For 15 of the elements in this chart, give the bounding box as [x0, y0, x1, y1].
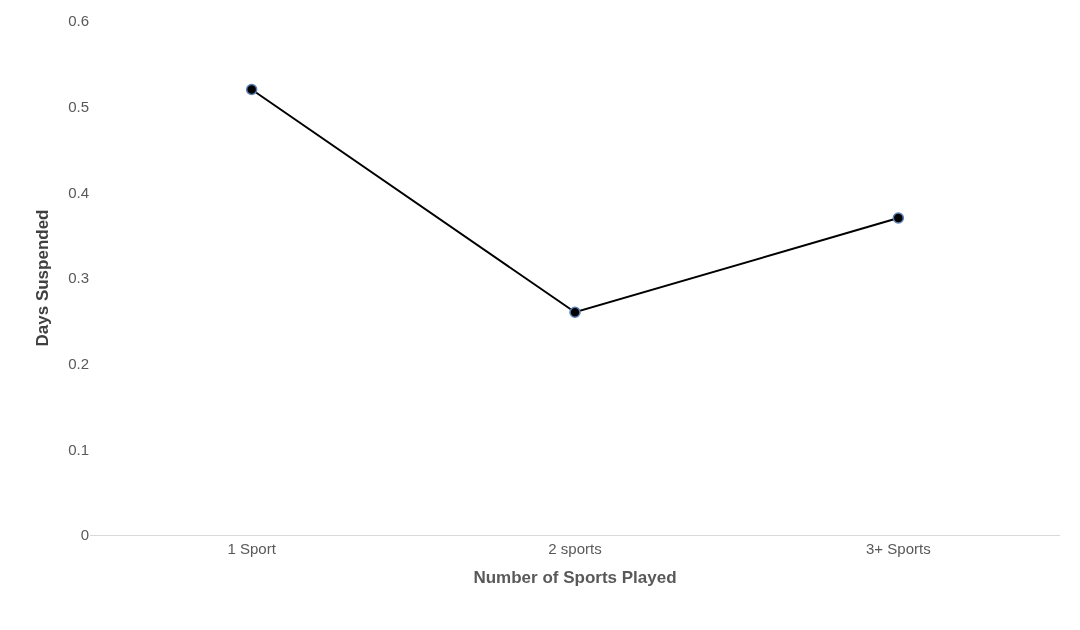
y-tick-label: 0 [80, 526, 89, 544]
x-axis-title: Number of Sports Played [473, 568, 677, 588]
point [892, 212, 905, 224]
point [245, 83, 258, 96]
y-tick-label: 0.1 [68, 440, 89, 458]
x-tick-label: 2 sports [548, 540, 602, 557]
y-tick-label: 0.2 [68, 354, 89, 372]
y-axis-title: Days Suspended [32, 209, 52, 347]
y-tick-label: 0.6 [68, 12, 89, 30]
y-tick-label: 0.4 [68, 183, 89, 201]
y-tick-label: 0.3 [68, 269, 89, 287]
x-tick-label: 3+ Sports [866, 540, 931, 557]
x-tick-label: 1 Sport [227, 540, 277, 557]
y-tick-label: 0.5 [68, 97, 89, 115]
point [569, 306, 581, 319]
